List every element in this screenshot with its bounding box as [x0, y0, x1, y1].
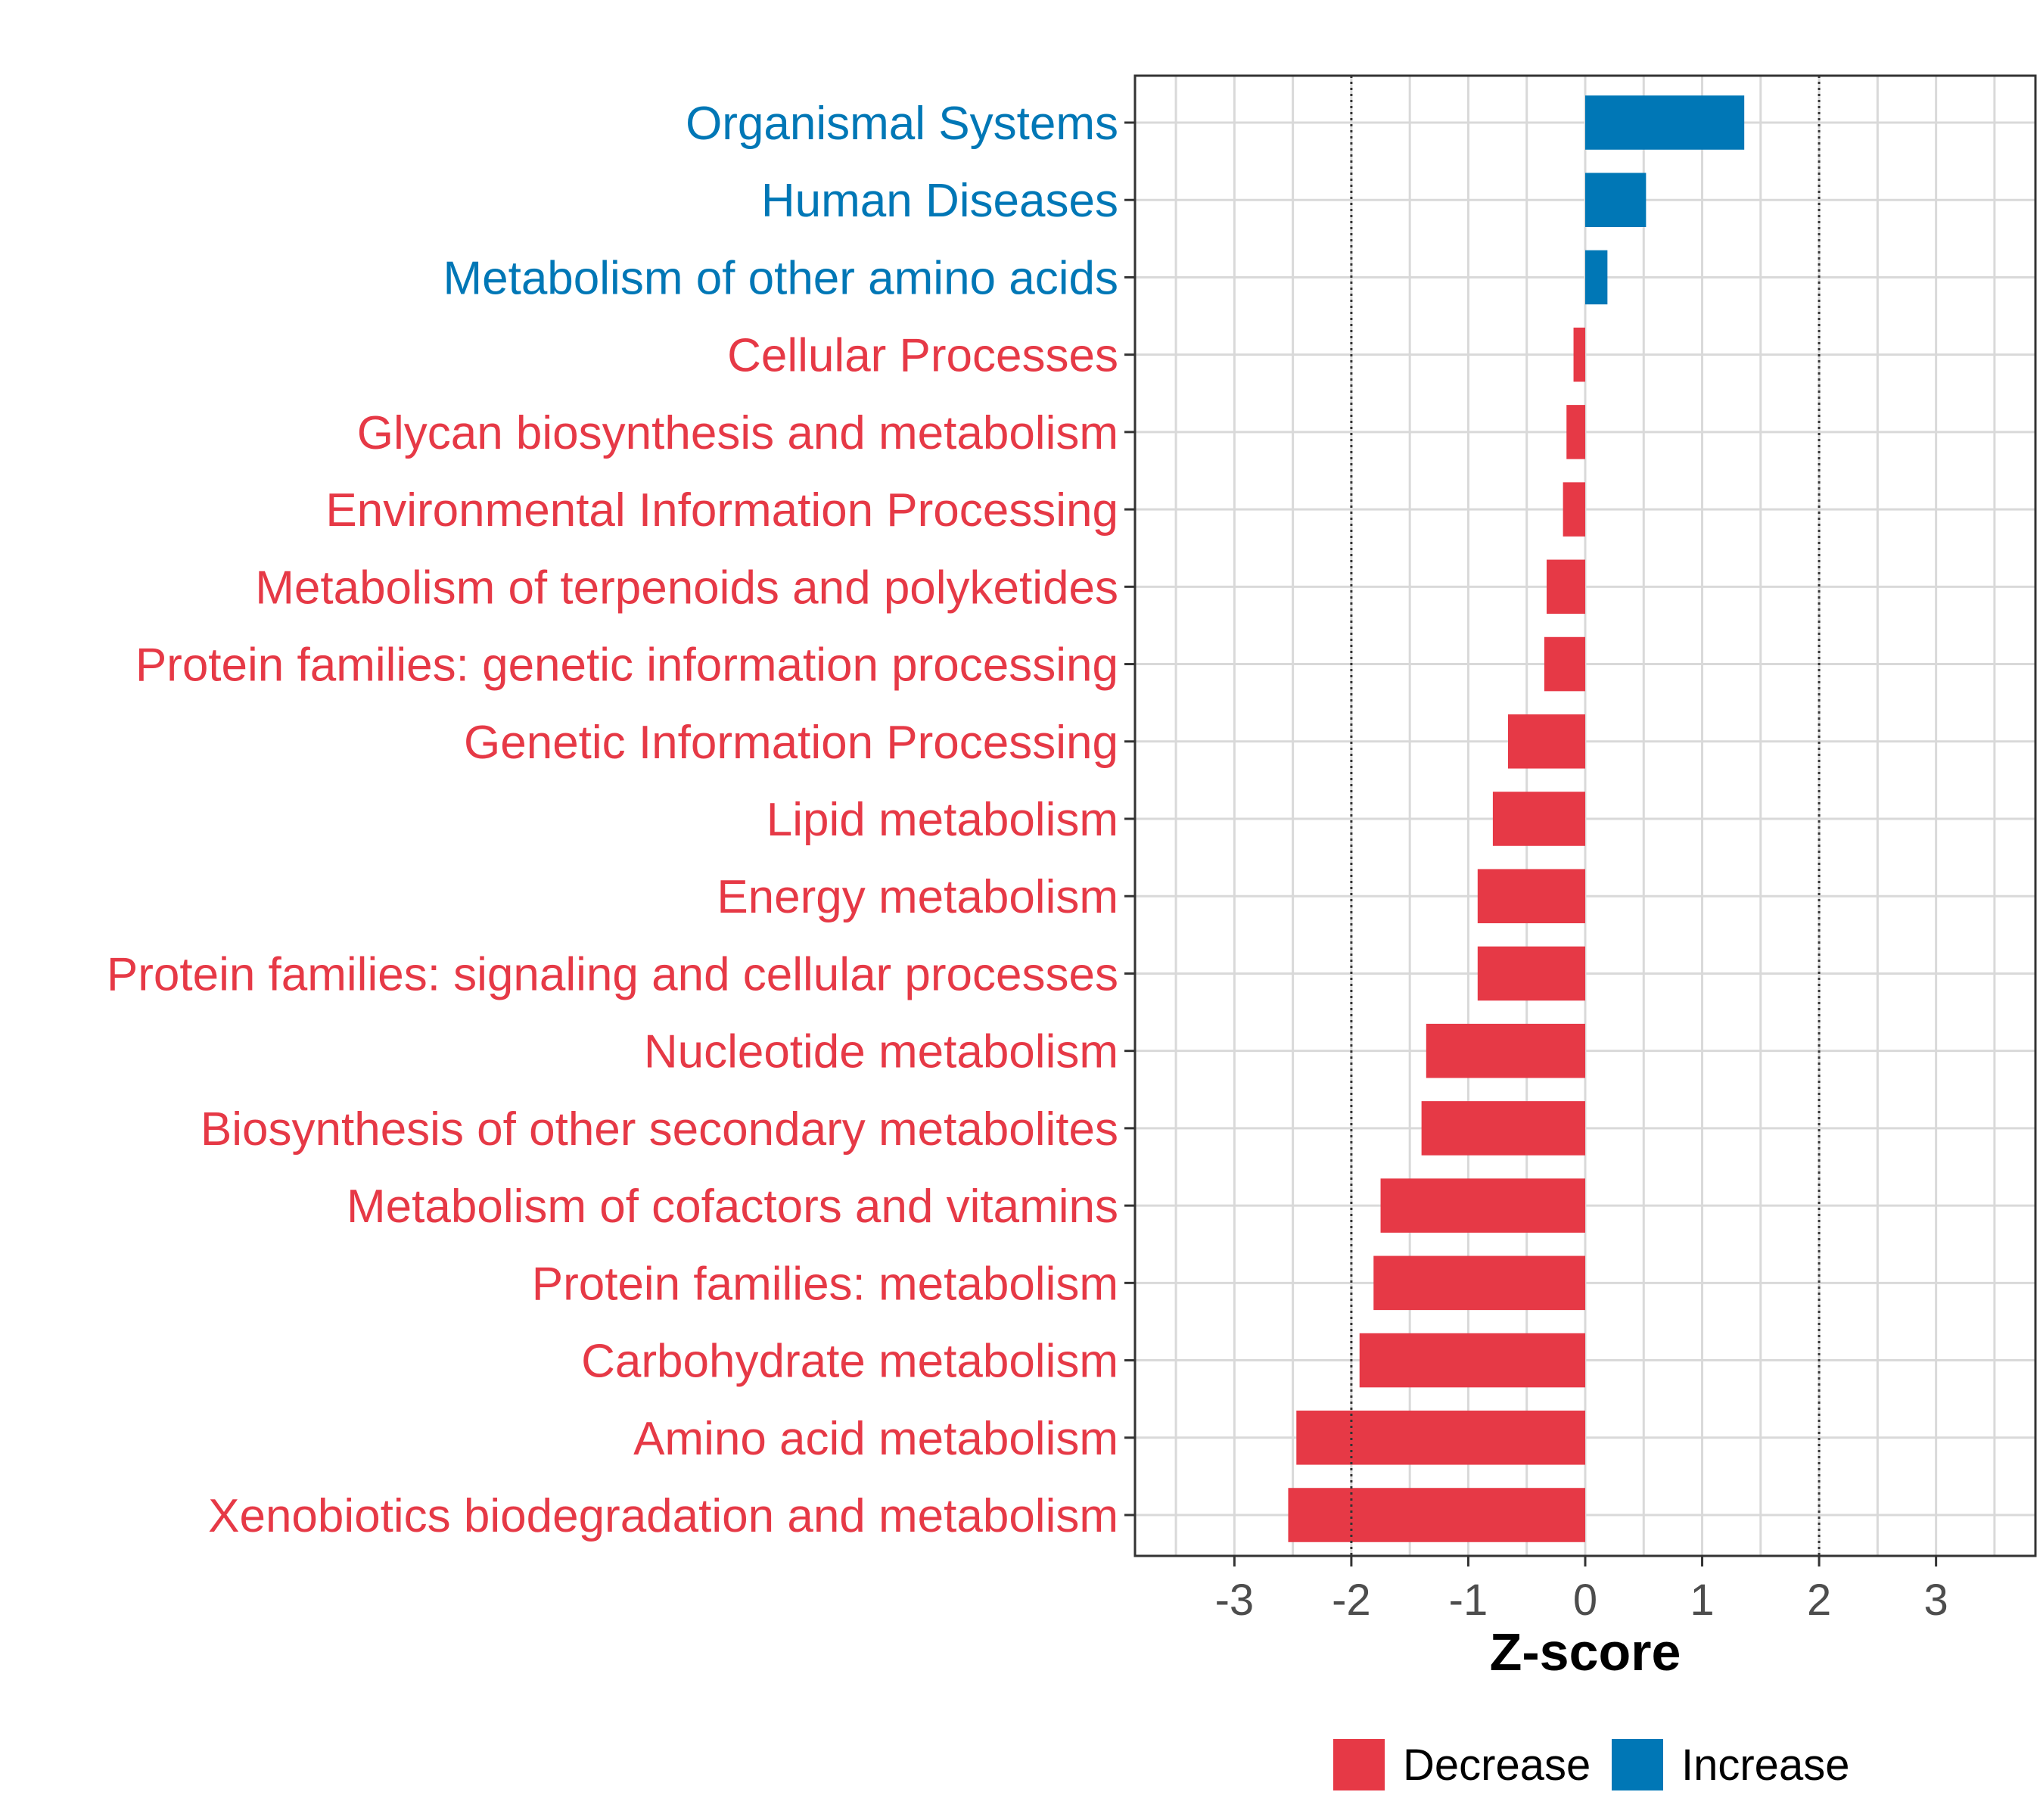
legend-key [1333, 1739, 1385, 1790]
y-tick-label: Glycan biosynthesis and metabolism [357, 407, 1118, 459]
bar [1359, 1333, 1585, 1388]
y-tick-label: Carbohydrate metabolism [581, 1336, 1118, 1388]
y-tick-label: Human Diseases [761, 175, 1118, 227]
bar [1421, 1101, 1585, 1156]
bar [1585, 250, 1608, 305]
x-tick-label: 0 [1573, 1576, 1597, 1625]
x-axis-title: Z-score [1490, 1622, 1681, 1682]
y-tick-label: Lipid metabolism [767, 794, 1118, 846]
bar [1566, 405, 1585, 459]
bar [1477, 946, 1585, 1001]
threshold-lines [1350, 76, 1821, 1556]
y-tick-label: Amino acid metabolism [633, 1413, 1118, 1465]
y-tick-label: Energy metabolism [717, 871, 1118, 923]
bar [1373, 1255, 1585, 1311]
bar [1380, 1178, 1585, 1233]
y-tick-label: Cellular Processes [727, 330, 1118, 382]
y-tick-label: Environmental Information Processing [325, 484, 1118, 537]
legend-key [1612, 1739, 1663, 1790]
legend-label: Increase [1681, 1741, 1849, 1790]
bar [1547, 559, 1585, 614]
y-tick-label: Protein families: metabolism [532, 1258, 1118, 1310]
bar [1492, 792, 1585, 846]
bar [1426, 1023, 1585, 1078]
y-tick-label: Metabolism of terpenoids and polyketides [255, 562, 1118, 614]
bar [1477, 869, 1585, 923]
y-tick-label: Genetic Information Processing [464, 717, 1118, 769]
y-tick-label: Xenobiotics biodegradation and metabolis… [208, 1490, 1118, 1542]
y-tick-label: Biosynthesis of other secondary metaboli… [201, 1103, 1118, 1156]
y-tick-label: Metabolism of other amino acids [443, 252, 1118, 304]
bar [1296, 1411, 1585, 1465]
x-axis-ticks [1233, 1556, 1938, 1566]
legend-label: Decrease [1403, 1741, 1591, 1790]
bar [1585, 173, 1647, 227]
x-tick-label: -1 [1449, 1576, 1488, 1625]
bar [1573, 327, 1585, 382]
y-tick-label: Metabolism of cofactors and vitamins [347, 1181, 1118, 1233]
vertical-gridlines [1174, 76, 1996, 1556]
x-tick-label: 2 [1807, 1576, 1831, 1625]
bar [1585, 95, 1745, 150]
x-axis-labels: -3 -2 -1 0 1 2 3 [1215, 1576, 1948, 1625]
x-tick-label: 1 [1690, 1576, 1714, 1625]
x-tick-label: 3 [1924, 1576, 1948, 1625]
y-tick-label: Nucleotide metabolism [644, 1026, 1118, 1078]
y-tick-label: Organismal Systems [686, 98, 1118, 150]
bar [1508, 714, 1585, 769]
bar [1288, 1488, 1585, 1542]
bar [1563, 482, 1585, 537]
y-tick-label: Protein families: genetic information pr… [135, 639, 1118, 692]
bar [1544, 636, 1585, 692]
x-tick-label: -3 [1215, 1576, 1255, 1625]
bars [1288, 95, 1745, 1542]
y-tick-label: Protein families: signaling and cellular… [107, 948, 1118, 1000]
y-axis-ticks [1124, 121, 1135, 1517]
legend: Decrease Increase [1333, 1739, 1849, 1790]
x-tick-label: -2 [1332, 1576, 1371, 1625]
y-axis-labels: Organismal Systems Human Diseases Metaboli… [107, 98, 1118, 1542]
